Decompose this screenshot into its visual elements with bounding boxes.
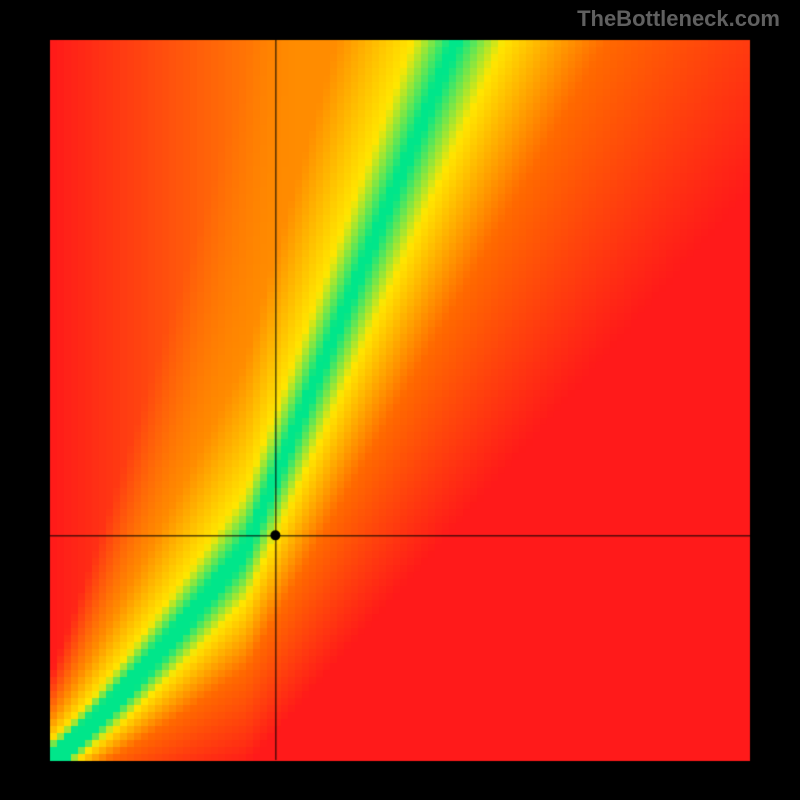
chart-container: TheBottleneck.com: [0, 0, 800, 800]
watermark-text: TheBottleneck.com: [577, 6, 780, 32]
bottleneck-heatmap: [0, 0, 800, 800]
